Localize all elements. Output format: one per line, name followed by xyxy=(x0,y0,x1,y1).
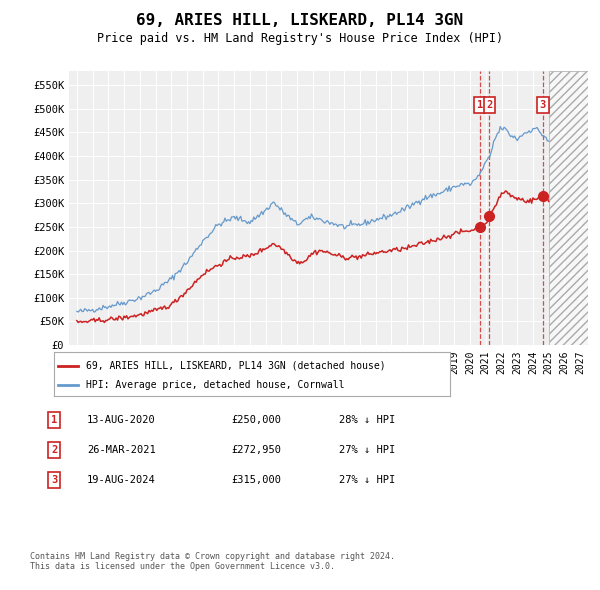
Bar xyxy=(548,71,588,345)
Text: £272,950: £272,950 xyxy=(231,445,281,455)
Text: £315,000: £315,000 xyxy=(231,476,281,485)
Text: 3: 3 xyxy=(540,100,546,110)
Text: Contains HM Land Registry data © Crown copyright and database right 2024.
This d: Contains HM Land Registry data © Crown c… xyxy=(30,552,395,571)
Text: 1: 1 xyxy=(51,415,57,425)
Text: 27% ↓ HPI: 27% ↓ HPI xyxy=(339,445,395,455)
Text: 2: 2 xyxy=(487,100,493,110)
Text: 28% ↓ HPI: 28% ↓ HPI xyxy=(339,415,395,425)
Text: Price paid vs. HM Land Registry's House Price Index (HPI): Price paid vs. HM Land Registry's House … xyxy=(97,32,503,45)
Text: £250,000: £250,000 xyxy=(231,415,281,425)
Text: 3: 3 xyxy=(51,476,57,485)
Text: 13-AUG-2020: 13-AUG-2020 xyxy=(87,415,156,425)
Text: 69, ARIES HILL, LISKEARD, PL14 3GN (detached house): 69, ARIES HILL, LISKEARD, PL14 3GN (deta… xyxy=(86,360,385,371)
Text: 26-MAR-2021: 26-MAR-2021 xyxy=(87,445,156,455)
Text: 19-AUG-2024: 19-AUG-2024 xyxy=(87,476,156,485)
Text: 27% ↓ HPI: 27% ↓ HPI xyxy=(339,476,395,485)
Text: HPI: Average price, detached house, Cornwall: HPI: Average price, detached house, Corn… xyxy=(86,381,344,391)
Text: 1: 1 xyxy=(476,100,483,110)
Text: 2: 2 xyxy=(51,445,57,455)
Text: 69, ARIES HILL, LISKEARD, PL14 3GN: 69, ARIES HILL, LISKEARD, PL14 3GN xyxy=(136,13,464,28)
Bar xyxy=(548,71,588,345)
